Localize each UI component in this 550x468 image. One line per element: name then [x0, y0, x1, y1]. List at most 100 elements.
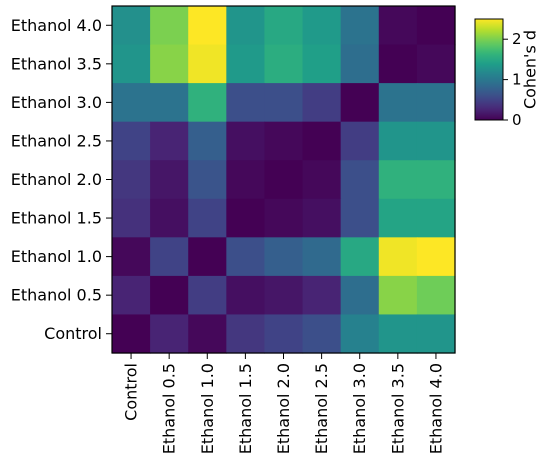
heatmap-cell — [416, 275, 456, 316]
colorbar — [474, 18, 504, 121]
heatmap-cell — [264, 237, 304, 277]
heatmap-cell — [226, 83, 266, 123]
heatmap-cell — [226, 44, 266, 84]
heatmap-cell — [226, 275, 266, 316]
y-tick-label: Ethanol 2.0 — [11, 170, 102, 189]
heatmap-cell — [150, 121, 189, 161]
heatmap-cell — [302, 44, 342, 84]
x-axis: Control Ethanol 0.5 Ethanol 1.0 Ethanol 1.5… — [122, 353, 445, 454]
heatmap-cell — [264, 275, 304, 316]
heatmap-cell — [340, 83, 380, 123]
heatmap-cell — [226, 237, 266, 277]
heatmap-cell — [112, 6, 151, 46]
colorbar-tick-label: 0 — [512, 111, 522, 129]
heatmap-cell — [112, 121, 151, 161]
x-tick-label: Ethanol 2.0 — [274, 363, 293, 454]
heatmap-cell — [378, 121, 418, 161]
heatmap-cell — [188, 275, 227, 316]
y-tick-label: Ethanol 0.5 — [11, 286, 102, 305]
heatmap-cell — [150, 160, 189, 200]
heatmap-cell — [188, 83, 227, 123]
heatmap-cell — [378, 83, 418, 123]
x-tick-label: Ethanol 1.5 — [236, 363, 255, 454]
heatmap-cell — [112, 314, 151, 354]
heatmap-cell — [302, 237, 342, 277]
y-tick-label: Control — [44, 324, 102, 343]
heatmap-cell — [264, 6, 304, 46]
heatmap-cell — [340, 275, 380, 316]
heatmap-cell — [226, 160, 266, 200]
heatmap-cell — [416, 44, 456, 84]
colorbar-ticks: 0 1 2 — [503, 30, 522, 129]
x-tick-label: Ethanol 2.5 — [312, 363, 331, 454]
heatmap-cell — [416, 83, 456, 123]
heatmap-cell — [264, 160, 304, 200]
y-tick-label: Ethanol 1.5 — [11, 209, 102, 228]
heatmap-cell — [112, 160, 151, 200]
heatmap-cell — [150, 198, 189, 238]
heatmap-cell — [264, 44, 304, 84]
heatmap-cell — [378, 6, 418, 46]
heatmap-cell — [112, 275, 151, 316]
y-axis: Ethanol 4.0 Ethanol 3.5 Ethanol 3.0 Ethanol… — [11, 16, 112, 343]
heatmap-cell — [378, 275, 418, 316]
heatmap-cell — [416, 237, 456, 277]
x-tick-label: Ethanol 4.0 — [426, 363, 445, 454]
heatmap-cell — [188, 6, 227, 46]
heatmap-cell — [302, 275, 342, 316]
heatmap-cell — [150, 44, 189, 84]
heatmap-cell — [378, 160, 418, 200]
heatmap-cell — [150, 237, 189, 277]
heatmap-cell — [416, 160, 456, 200]
x-tick-label: Ethanol 3.0 — [350, 363, 369, 454]
heatmap-cell — [188, 237, 227, 277]
colorbar-tick-label: 2 — [512, 30, 522, 48]
heatmap-cell — [340, 6, 380, 46]
y-tick-label: Ethanol 4.0 — [11, 16, 102, 35]
heatmap-cell — [302, 6, 342, 46]
colorbar-label: Cohen's d — [521, 30, 540, 109]
x-tick-label: Ethanol 3.5 — [388, 363, 407, 454]
heatmap-cell — [340, 160, 380, 200]
heatmap-cell — [302, 198, 342, 238]
heatmap-cell — [226, 121, 266, 161]
heatmap-cell — [416, 314, 456, 354]
heatmap-cells — [112, 6, 456, 354]
x-tick-label: Ethanol 0.5 — [160, 363, 179, 454]
heatmap-cell — [302, 121, 342, 161]
x-tick-label: Ethanol 1.0 — [198, 363, 217, 454]
heatmap-cell — [188, 44, 227, 84]
heatmap-cell — [150, 314, 189, 354]
heatmap-cell — [416, 6, 456, 46]
heatmap-cell — [264, 83, 304, 123]
heatmap-cell — [150, 83, 189, 123]
y-tick-label: Ethanol 3.5 — [11, 54, 102, 73]
heatmap-cell — [188, 160, 227, 200]
heatmap-cell — [188, 121, 227, 161]
y-tick-label: Ethanol 3.0 — [11, 93, 102, 112]
heatmap-cell — [112, 198, 151, 238]
heatmap-cell — [264, 198, 304, 238]
heatmap-cell — [416, 198, 456, 238]
heatmap-cell — [150, 6, 189, 46]
heatmap-cell — [340, 314, 380, 354]
heatmap-cell — [302, 83, 342, 123]
heatmap-cell — [226, 198, 266, 238]
heatmap-cell — [264, 121, 304, 161]
heatmap-cell — [302, 314, 342, 354]
heatmap-cell — [378, 237, 418, 277]
y-tick-label: Ethanol 2.5 — [11, 131, 102, 150]
x-tick-label: Control — [122, 363, 141, 421]
heatmap-cell — [188, 198, 227, 238]
heatmap-cell — [340, 198, 380, 238]
heatmap-cell — [340, 237, 380, 277]
heatmap-cell — [112, 83, 151, 123]
heatmap-cell — [264, 314, 304, 354]
heatmap-cell — [226, 6, 266, 46]
colorbar-tick-label: 1 — [512, 71, 522, 89]
heatmap-cell — [112, 237, 151, 277]
heatmap-cell — [226, 314, 266, 354]
heatmap-cell — [188, 314, 227, 354]
